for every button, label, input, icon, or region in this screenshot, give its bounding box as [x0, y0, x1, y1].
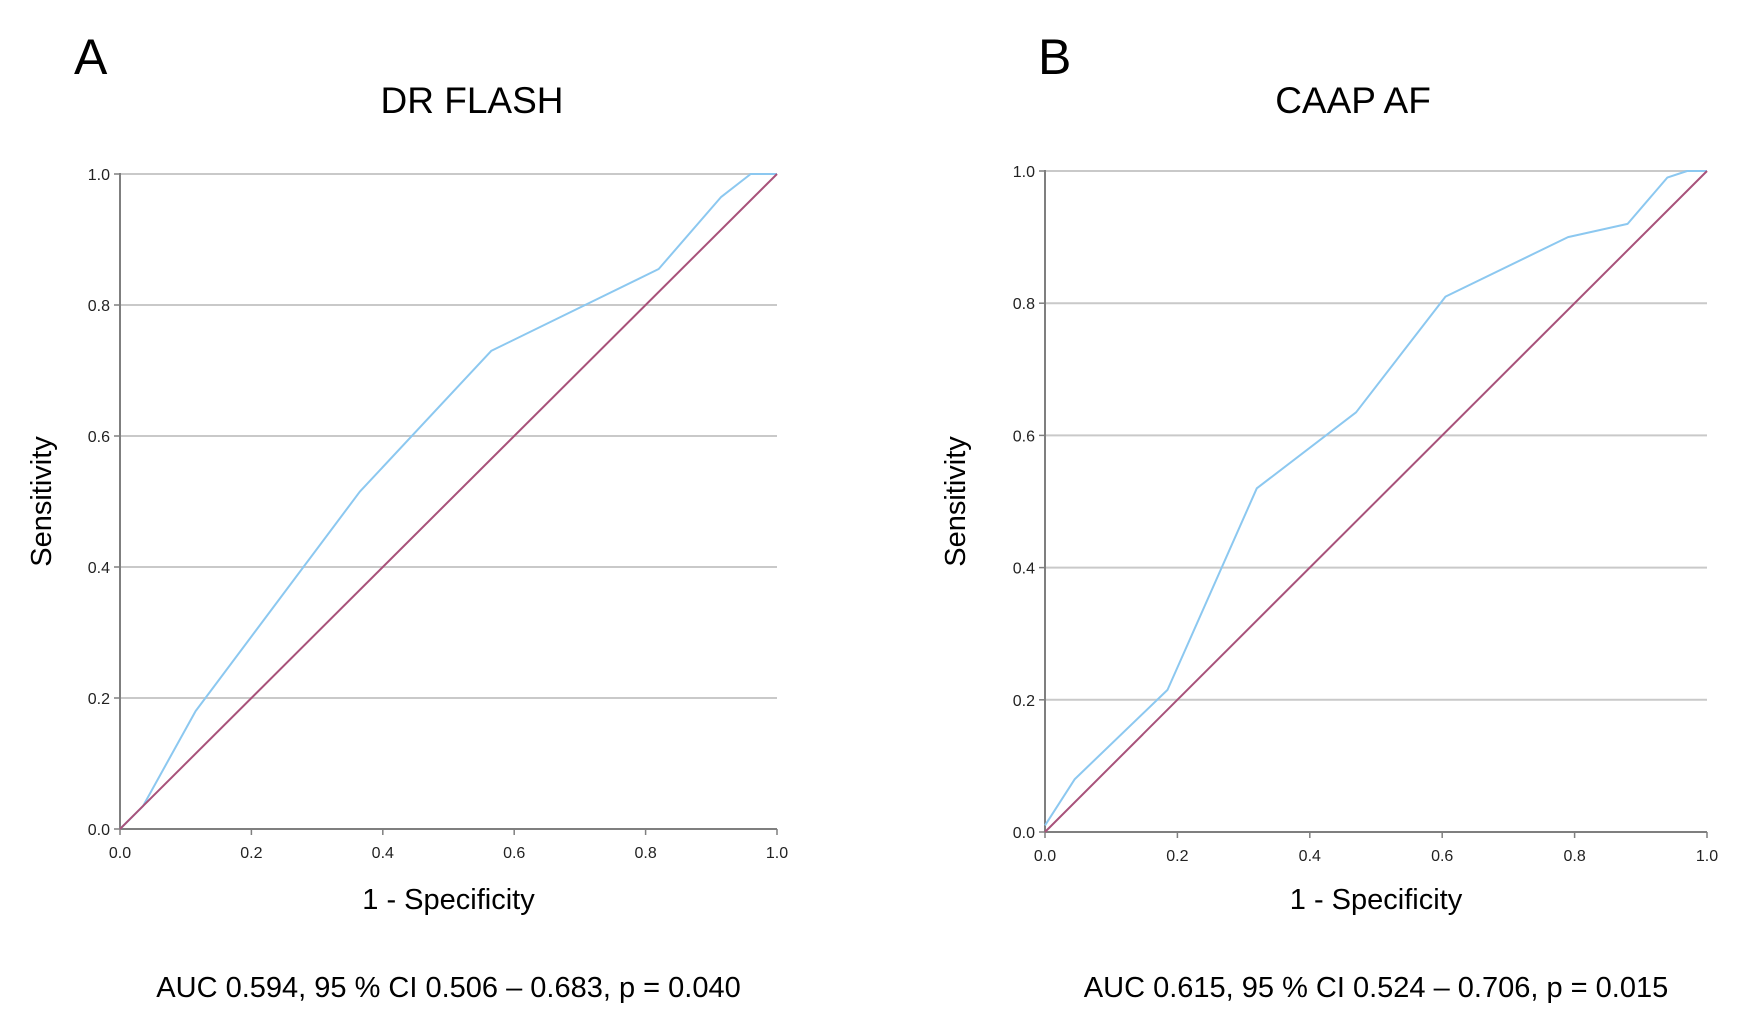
x-tick-label: 0.6 [503, 845, 525, 862]
panel-label: B [1038, 29, 1071, 85]
x-tick-label: 0.4 [372, 845, 394, 862]
x-axis-label: 1 - Specificity [1290, 884, 1463, 916]
y-tick-label: 0.2 [88, 691, 110, 708]
y-tick-label: 0.0 [88, 822, 110, 839]
gridlines [120, 173, 777, 699]
y-tick-label: 0.0 [1013, 825, 1035, 842]
y-tick-label: 1.0 [1013, 164, 1035, 181]
x-tick-label: 0.0 [109, 845, 131, 862]
x-tick-label: 0.8 [634, 845, 656, 862]
chart-title: CAAP AF [1275, 80, 1431, 121]
y-tick-label: 1.0 [88, 167, 110, 184]
x-tick-label: 0.6 [1431, 848, 1453, 865]
x-tick-label: 0.0 [1034, 848, 1056, 865]
reference-diagonal-line [119, 173, 778, 830]
x-tick-label: 0.4 [1299, 848, 1321, 865]
chart-title: DR FLASH [381, 80, 564, 121]
auc-annotation: AUC 0.615, 95 % CI 0.524 – 0.706, p = 0.… [1084, 972, 1668, 1004]
panel-a: A DR FLASH 0.0 0.2 0.4 0.6 0.8 1.0 0.0 0.2 0.4 0.6 0… [26, 29, 788, 1004]
y-tick-label: 0.6 [88, 429, 110, 446]
x-tick-label: 1.0 [766, 845, 788, 862]
x-tick-label: 0.2 [1166, 848, 1188, 865]
y-tick-label: 0.4 [1013, 561, 1035, 578]
y-tick-label: 0.2 [1013, 693, 1035, 710]
roc-curve-line [119, 173, 777, 830]
roc-curve-line [1044, 170, 1707, 826]
panel-b: B CAAP AF 0.0 0.2 0.4 0.6 0.8 1.0 0.0 0.2 0.4 0.6 0.… [940, 29, 1718, 1004]
x-tick-label: 1.0 [1696, 848, 1718, 865]
gridlines [1045, 170, 1707, 701]
x-tick-label: 0.8 [1563, 848, 1585, 865]
x-axis-label: 1 - Specificity [362, 884, 535, 916]
y-tick-label: 0.8 [1013, 296, 1035, 313]
auc-annotation: AUC 0.594, 95 % CI 0.506 – 0.683, p = 0.… [156, 972, 740, 1004]
y-tick-label: 0.4 [88, 560, 110, 577]
x-tick-label: 0.2 [240, 845, 262, 862]
reference-diagonal-line [1044, 170, 1708, 833]
y-axis-label: Sensitivity [940, 436, 972, 567]
y-tick-label: 0.8 [88, 298, 110, 315]
y-tick-label: 0.6 [1013, 428, 1035, 445]
y-axis-label: Sensitivity [26, 436, 58, 567]
panel-label: A [74, 29, 108, 85]
